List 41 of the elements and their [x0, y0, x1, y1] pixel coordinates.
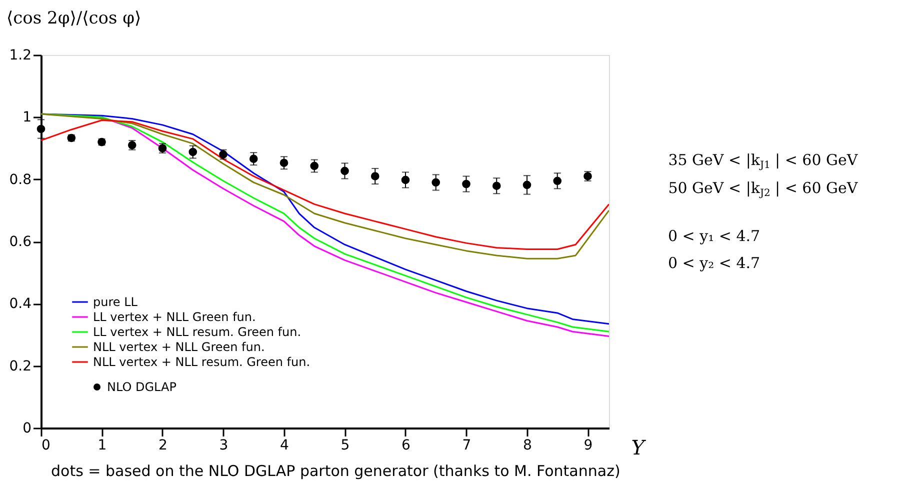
legend-label: LL vertex + NLL Green fun. [93, 310, 256, 324]
point [188, 148, 198, 156]
y-tick-label: 1.2 [9, 48, 32, 64]
x-tick-label: 7 [462, 438, 472, 454]
point [249, 154, 258, 163]
point [280, 158, 288, 168]
legend-label: LL vertex + NLL resum. Green fun. [93, 325, 302, 339]
legend-label: NLL vertex + NLL resum. Green fun. [93, 355, 310, 369]
y-axis-title: ⟨cos 2φ⟩/⟨cos φ⟩ [6, 8, 142, 28]
point [492, 182, 501, 190]
x-tick-label: 0 [42, 438, 50, 454]
point [370, 172, 380, 180]
y-tick-label: 0.8 [9, 172, 32, 188]
x-tick-label: 8 [523, 438, 532, 454]
x-tick-label: 1 [98, 438, 107, 454]
point [432, 178, 440, 187]
text: dots = based on the NLO DGLAP parton generator (thanks to M. Fontannaz) [51, 462, 620, 480]
x-tick-label: 9 [584, 438, 593, 454]
point [310, 162, 319, 170]
x-tick-label: 4 [280, 438, 290, 454]
x-tick-label: 6 [402, 438, 411, 454]
legend-label: NLL vertex + NLL Green fun. [93, 340, 265, 354]
legend-label: pure LL [93, 295, 138, 309]
y-tick-label: 1 [22, 110, 32, 126]
legend-label: NLO DGLAP [107, 380, 176, 394]
point [340, 166, 349, 176]
y-tick-label: 0.6 [9, 234, 32, 250]
y-tick-label: 0.4 [9, 296, 32, 312]
text: 0 < y₂ < 4.7 [668, 254, 760, 272]
point [553, 176, 562, 186]
point [522, 180, 532, 190]
x-tick-label: 2 [158, 438, 168, 454]
y-tick-label: 0.2 [9, 358, 32, 374]
point [36, 124, 46, 134]
x-axis-title: Y [631, 436, 646, 460]
x-tick-label: 5 [340, 438, 350, 454]
y-tick-label: 0 [22, 420, 32, 436]
point [462, 180, 470, 188]
x-tick-label: 3 [219, 438, 228, 454]
point [401, 176, 410, 184]
text: 0 < y₁ < 4.7 [668, 227, 760, 245]
